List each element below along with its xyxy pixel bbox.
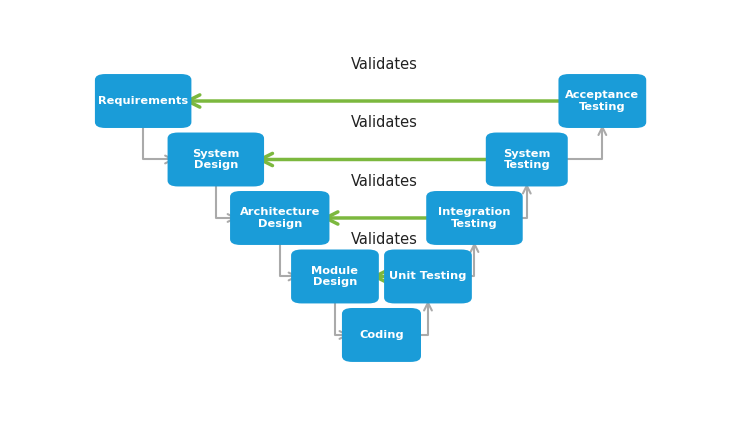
Text: Integration
Testing: Integration Testing [438,207,511,229]
Text: Validates: Validates [351,232,418,247]
FancyBboxPatch shape [95,74,191,128]
FancyBboxPatch shape [230,191,329,245]
Text: System
Testing: System Testing [503,149,550,170]
FancyBboxPatch shape [291,249,379,303]
Text: Acceptance
Testing: Acceptance Testing [566,90,640,112]
Text: Validates: Validates [351,174,418,189]
Text: Validates: Validates [351,115,418,130]
Text: Validates: Validates [351,57,418,72]
Text: Coding: Coding [359,330,404,340]
FancyBboxPatch shape [559,74,646,128]
Text: Requirements: Requirements [98,96,188,106]
FancyBboxPatch shape [342,308,421,362]
Text: Unit Testing: Unit Testing [389,271,466,281]
FancyBboxPatch shape [384,249,472,303]
Text: Architecture
Design: Architecture Design [239,207,320,229]
FancyBboxPatch shape [167,133,264,187]
Text: Module
Design: Module Design [311,266,358,287]
FancyBboxPatch shape [486,133,568,187]
FancyBboxPatch shape [426,191,523,245]
Text: System
Design: System Design [192,149,239,170]
